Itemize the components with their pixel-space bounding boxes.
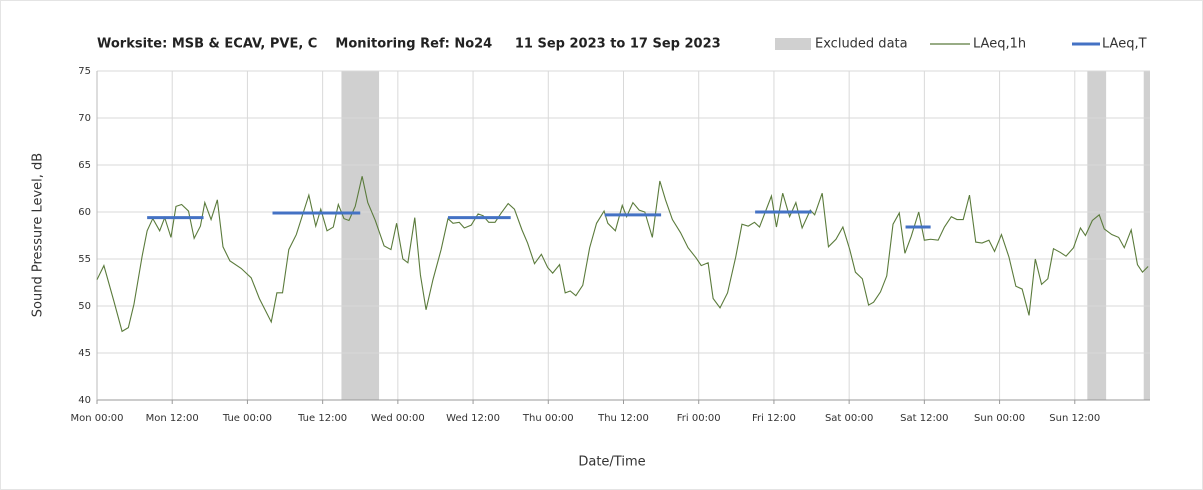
y-tick-label: 60 bbox=[78, 207, 91, 218]
excluded-band bbox=[1143, 71, 1150, 400]
x-tick-label: Thu 00:00 bbox=[522, 413, 574, 424]
excluded-band bbox=[341, 71, 380, 400]
x-tick-label: Sat 00:00 bbox=[825, 413, 873, 424]
legend-swatch bbox=[775, 38, 811, 50]
y-tick-label: 40 bbox=[78, 395, 91, 406]
y-tick-label: 55 bbox=[78, 254, 91, 265]
x-axis-label: Date/Time bbox=[578, 455, 645, 470]
x-tick-label: Tue 00:00 bbox=[222, 413, 272, 424]
laeq-1h-line bbox=[96, 176, 1149, 333]
excluded-band bbox=[1087, 71, 1107, 400]
x-tick-label: Mon 00:00 bbox=[70, 413, 123, 424]
y-tick-label: 70 bbox=[78, 113, 91, 124]
x-tick-label: Sun 12:00 bbox=[1049, 413, 1100, 424]
x-tick-label: Wed 12:00 bbox=[446, 413, 500, 424]
x-tick-label: Tue 12:00 bbox=[297, 413, 347, 424]
legend-label: LAeq,1h bbox=[973, 37, 1026, 52]
y-axis-label: Sound Pressure Level, dB bbox=[31, 153, 46, 317]
x-tick-label: Sat 12:00 bbox=[900, 413, 948, 424]
legend-label: Excluded data bbox=[815, 37, 908, 52]
x-tick-label: Fri 00:00 bbox=[677, 413, 721, 424]
x-tick-label: Fri 12:00 bbox=[752, 413, 796, 424]
x-tick-label: Sun 00:00 bbox=[974, 413, 1025, 424]
y-tick-label: 50 bbox=[78, 301, 91, 312]
y-tick-label: 75 bbox=[78, 66, 91, 77]
x-tick-label: Mon 12:00 bbox=[146, 413, 199, 424]
legend-label: LAeq,T bbox=[1102, 37, 1147, 52]
y-tick-label: 45 bbox=[78, 348, 91, 359]
x-tick-label: Thu 12:00 bbox=[597, 413, 649, 424]
y-tick-label: 65 bbox=[78, 160, 91, 171]
chart-title: Worksite: MSB & ECAV, PVE, C Monitoring … bbox=[97, 37, 721, 52]
x-tick-label: Wed 00:00 bbox=[371, 413, 425, 424]
